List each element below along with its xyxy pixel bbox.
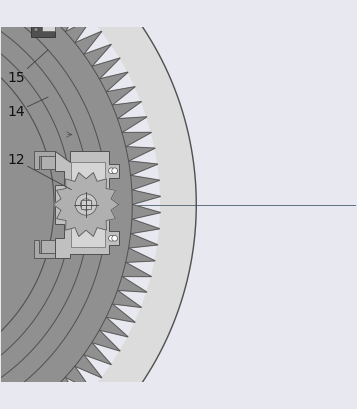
Polygon shape (0, 0, 132, 409)
Polygon shape (34, 240, 55, 258)
Polygon shape (41, 240, 55, 258)
Polygon shape (41, 151, 55, 169)
Polygon shape (0, 32, 72, 377)
Circle shape (109, 168, 114, 173)
Circle shape (112, 168, 117, 173)
Text: 12: 12 (7, 153, 71, 189)
Bar (81, 200, 91, 209)
Circle shape (34, 13, 38, 18)
Text: 14: 14 (7, 97, 48, 119)
Text: 17: 17 (0, 408, 1, 409)
Polygon shape (53, 173, 119, 236)
Circle shape (112, 236, 117, 241)
Polygon shape (0, 0, 161, 409)
Bar (42, 15, 55, 31)
Circle shape (60, 179, 112, 230)
Polygon shape (55, 151, 119, 258)
Circle shape (75, 194, 97, 215)
Polygon shape (34, 151, 55, 169)
Circle shape (109, 236, 114, 241)
Polygon shape (51, 0, 196, 409)
Text: 15: 15 (8, 50, 48, 85)
Bar (71, 162, 105, 247)
Circle shape (80, 199, 92, 210)
Bar (31, 12, 55, 37)
Circle shape (34, 27, 38, 31)
